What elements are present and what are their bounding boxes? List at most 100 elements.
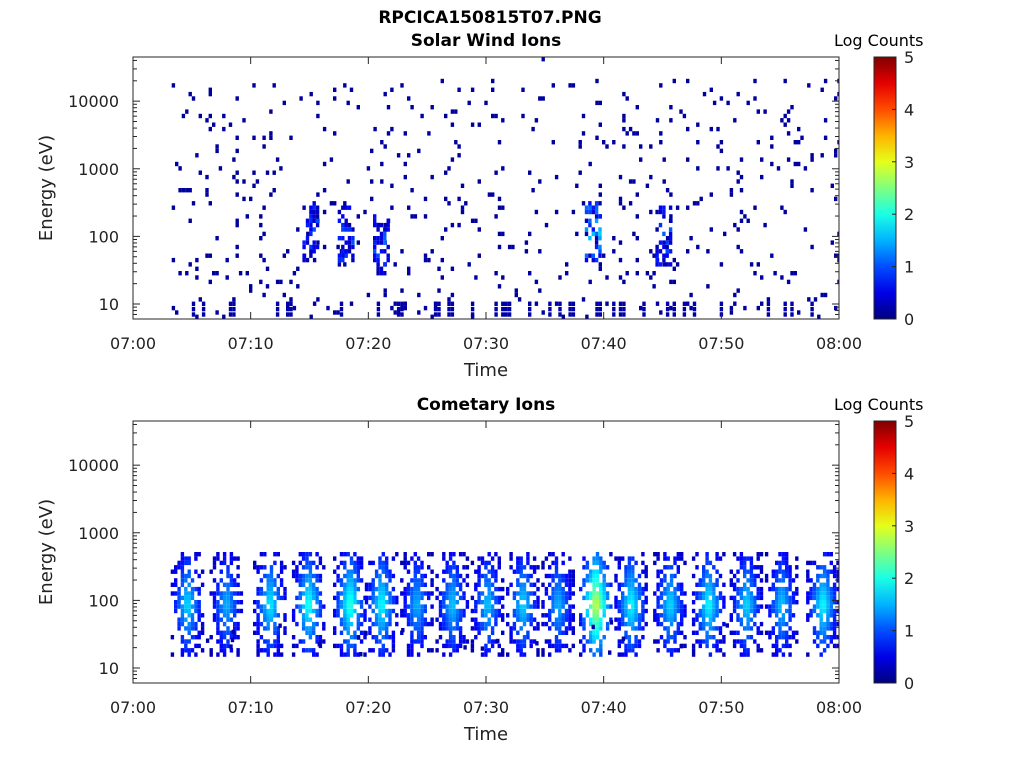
spectrogram-cell [197, 613, 201, 618]
spectrogram-cell [522, 639, 527, 644]
spectrogram-cell [269, 613, 274, 618]
spectrogram-cell [790, 306, 794, 312]
spectrogram-cell [445, 613, 449, 618]
spectrogram-cell [333, 569, 337, 574]
spectrogram-cell [379, 240, 384, 245]
spectrogram-cell [266, 578, 270, 583]
spectrogram-cell [695, 591, 699, 596]
spectrogram-cell [712, 635, 716, 640]
spectrogram-cell [749, 600, 754, 605]
spectrogram-cell [376, 306, 381, 312]
spectrogram-cell [561, 560, 565, 566]
spectrogram-cell [790, 312, 794, 317]
spectrogram-cell [385, 613, 389, 618]
spectrogram-cell [212, 271, 216, 276]
spectrogram-cell [291, 573, 296, 579]
spectrogram-cell [252, 170, 256, 175]
spectrogram-cell [437, 266, 441, 271]
spectrogram-cell [768, 613, 772, 618]
spectrogram-cell [423, 214, 428, 219]
spectrogram-cell [826, 578, 830, 583]
spectrogram-cell [346, 179, 350, 184]
spectrogram-cell [522, 565, 527, 570]
spectrogram-cell [349, 635, 354, 640]
spectrogram-cell [743, 643, 747, 649]
spectrogram-cell [756, 630, 760, 635]
spectrogram-cell [458, 643, 463, 649]
spectrogram-cell [594, 201, 599, 206]
spectrogram-cell [659, 83, 663, 88]
spectrogram-cell [538, 288, 542, 293]
spectrogram-cell [529, 621, 533, 627]
spectrogram-cell [582, 626, 586, 631]
spectrogram-cell [659, 131, 663, 136]
spectrogram-cell [571, 569, 575, 574]
spectrogram-cell [708, 626, 713, 631]
spectrogram-cell [308, 635, 313, 640]
spectrogram-cell [291, 652, 296, 657]
spectrogram-cell [430, 174, 434, 180]
spectrogram-cell [259, 279, 263, 285]
spectrogram-cell [516, 569, 520, 574]
spectrogram-cell [263, 626, 267, 631]
spectrogram-cell [490, 556, 495, 561]
spectrogram-cell [343, 604, 347, 609]
spectrogram-cell [455, 565, 459, 570]
spectrogram-cell [212, 556, 217, 561]
spectrogram-cell [663, 578, 667, 583]
spectrogram-cell [689, 236, 693, 241]
y-tick-label: 1000 [78, 524, 119, 543]
spectrogram-cell [364, 586, 369, 592]
spectrogram-cell [632, 179, 636, 184]
spectrogram-cell [430, 621, 434, 627]
spectrogram-cell [353, 608, 357, 614]
spectrogram-cell [536, 621, 540, 627]
spectrogram-cell [712, 100, 717, 106]
spectrogram-cell [452, 600, 456, 605]
spectrogram-cell [339, 552, 344, 557]
spectrogram-cell [558, 586, 562, 592]
spectrogram-cell [249, 288, 253, 293]
spectrogram-cell [266, 586, 270, 592]
spectrogram-cell [416, 582, 421, 587]
spectrogram-cell [715, 643, 719, 649]
spectrogram-cell [291, 608, 296, 614]
spectrogram-cell [509, 552, 513, 557]
spectrogram-cell [582, 565, 586, 570]
spectrogram-cell [427, 565, 431, 570]
spectrogram-cell [514, 292, 518, 298]
spectrogram-cell [437, 301, 441, 306]
spectrogram-cell [822, 630, 827, 635]
colorbar-tick-label: 4 [904, 464, 914, 483]
spectrogram-cell [561, 578, 565, 583]
spectrogram-cell [659, 569, 664, 574]
spectrogram-cell [564, 608, 569, 614]
spectrogram-cell [679, 644, 683, 649]
spectrogram-cell [743, 608, 747, 614]
spectrogram-cell [571, 604, 575, 609]
spectrogram-cell [315, 595, 319, 601]
spectrogram-cell [529, 617, 533, 622]
spectrogram-cell [659, 595, 664, 601]
spectrogram-cell [605, 604, 610, 609]
spectrogram-cell [386, 222, 390, 228]
spectrogram-cell [662, 209, 666, 215]
spectrogram-cell [809, 560, 813, 566]
spectrogram-cell [177, 565, 181, 570]
spectrogram-cell [490, 595, 495, 601]
spectrogram-cell [756, 556, 760, 561]
spectrogram-cell [298, 604, 302, 609]
spectrogram-cell [437, 288, 441, 293]
spectrogram-cell [198, 170, 202, 175]
spectrogram-cell [442, 556, 446, 561]
spectrogram-cell [430, 648, 434, 653]
spectrogram-cell [229, 556, 234, 561]
spectrogram-cell [668, 218, 673, 223]
spectrogram-cell [322, 621, 326, 627]
spectrogram-cell [749, 569, 754, 574]
spectrogram-cell [416, 626, 421, 631]
spectrogram-cell [578, 144, 582, 149]
spectrogram-cell [308, 617, 313, 622]
spectrogram-cell [337, 257, 342, 263]
spectrogram-cell [673, 617, 677, 622]
